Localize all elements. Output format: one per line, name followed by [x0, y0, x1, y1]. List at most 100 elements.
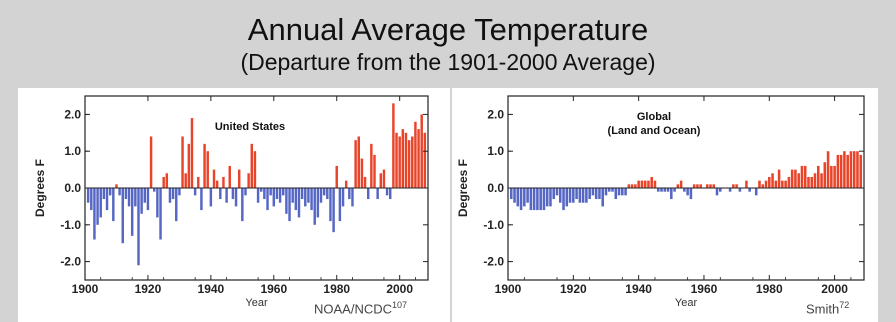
- global-bar-1985: [784, 180, 787, 188]
- global-bar-2005: [849, 151, 853, 188]
- us-bar-1950: [241, 188, 244, 222]
- us-bar-1921: [149, 136, 153, 188]
- us-bar-1975: [319, 188, 323, 203]
- global-bar-1999: [830, 165, 833, 188]
- us-bar-1968: [297, 188, 301, 218]
- global-bar-1952: [676, 184, 680, 188]
- global-source-credit: Smith72: [806, 300, 849, 316]
- global-bar-1938: [630, 184, 634, 188]
- us-bar-1982: [341, 188, 345, 207]
- us-bar-1947: [231, 188, 235, 200]
- us-bar-1990: [366, 188, 370, 200]
- us-bar-1904: [96, 188, 99, 225]
- global-x-tick-label: 1920: [560, 282, 587, 296]
- us-x-tick-label: 1960: [260, 282, 287, 296]
- us-bar-1983: [344, 180, 348, 188]
- us-x-tick-label: 1920: [135, 282, 162, 296]
- global-bar-1921: [575, 188, 578, 200]
- global-y-tick-label: 2.0: [487, 107, 504, 121]
- global-credit-text: Smith: [806, 301, 840, 317]
- us-bar-1978: [329, 188, 332, 222]
- us-bar-1909: [112, 188, 115, 222]
- us-chart: 2.0 1.0 0.0 -1.0 -2.0 1900 1920 1940 1960 1980 200…: [33, 95, 429, 309]
- global-bar-1961: [705, 184, 709, 188]
- us-credit-text: NOAA/NCDC: [314, 301, 393, 317]
- us-bar-1940: [209, 188, 213, 207]
- global-bar-1970: [735, 184, 738, 188]
- us-bar-1924: [159, 188, 162, 240]
- us-bar-1979: [332, 188, 335, 233]
- global-bar-1911: [542, 188, 546, 211]
- us-bar-1970: [304, 188, 307, 207]
- us-bar-1910: [115, 184, 118, 188]
- global-bar-2001: [836, 154, 840, 188]
- us-bar-2004: [411, 136, 414, 188]
- global-bar-1941: [640, 180, 644, 188]
- us-bar-1966: [291, 188, 294, 203]
- global-bar-1947: [660, 188, 663, 192]
- us-bar-1943: [219, 188, 222, 200]
- us-bar-1957: [263, 188, 266, 200]
- global-credit-ref: 72: [839, 300, 850, 310]
- global-bar-1920: [572, 188, 575, 203]
- us-bar-1992: [373, 154, 376, 188]
- global-bar-1927: [594, 188, 598, 200]
- us-bar-1998: [392, 103, 395, 188]
- us-bar-1961: [275, 188, 279, 200]
- us-chart-title: United States: [215, 121, 285, 133]
- us-y-tick-label: 2.0: [64, 107, 81, 121]
- us-bar-1942: [215, 180, 219, 188]
- us-bar-1916: [134, 188, 137, 207]
- us-bar-1936: [197, 176, 200, 188]
- global-bar-1939: [634, 184, 637, 188]
- us-x-axis-label: Year: [245, 297, 268, 309]
- global-bar-1932: [611, 188, 614, 192]
- global-bar-1954: [683, 188, 686, 192]
- us-credit-ref: 107: [392, 300, 408, 310]
- global-x-tick-label: 1900: [495, 282, 522, 296]
- us-bar-1928: [171, 188, 175, 200]
- global-bar-1956: [689, 188, 693, 200]
- us-bar-1964: [285, 188, 288, 214]
- global-x-tick-label: 1960: [691, 282, 718, 296]
- us-bar-1956: [259, 188, 263, 192]
- slide-subtitle: (Departure from the 1901-2000 Average): [240, 49, 656, 75]
- global-bar-1984: [781, 180, 784, 188]
- global-bar-1943: [647, 180, 650, 188]
- us-bar-1905: [99, 188, 102, 218]
- us-y-tick-label: 0.0: [64, 181, 81, 195]
- us-bar-1985: [351, 188, 354, 207]
- global-bar-1934: [617, 188, 621, 196]
- us-bar-1906: [102, 188, 106, 200]
- global-bar-1997: [823, 162, 827, 188]
- us-bar-1944: [222, 176, 225, 188]
- us-bar-1971: [307, 188, 310, 203]
- global-chart-panel: 2.0 1.0 0.0 -1.0 -2.0 1900 1920 1940 1960 1980 200…: [452, 88, 878, 322]
- us-bar-1989: [363, 176, 367, 188]
- global-bar-1950: [670, 188, 673, 200]
- slide-title: Annual Average Temperature: [247, 12, 649, 47]
- us-bar-1929: [175, 188, 178, 222]
- us-bar-1912: [121, 188, 124, 244]
- global-bar-1917: [562, 188, 565, 211]
- global-bar-1902: [513, 188, 516, 203]
- us-bar-1987: [357, 136, 360, 188]
- global-bar-1982: [774, 180, 778, 188]
- us-bar-1977: [326, 188, 329, 200]
- us-bar-1967: [294, 188, 298, 211]
- us-bar-1923: [156, 188, 159, 218]
- us-bar-1948: [234, 188, 238, 207]
- us-bar-1914: [127, 188, 131, 207]
- global-bar-1901: [509, 188, 513, 200]
- us-bar-1986: [354, 140, 357, 188]
- global-bar-1923: [581, 188, 585, 203]
- global-bar-1953: [679, 180, 683, 188]
- us-bar-1993: [376, 188, 379, 200]
- global-bar-1922: [578, 188, 582, 203]
- us-bar-1963: [282, 188, 285, 196]
- global-bar-1994: [813, 173, 817, 188]
- global-bar-1929: [601, 188, 604, 207]
- global-x-tick-label: 2000: [821, 282, 848, 296]
- us-bar-1937: [200, 188, 203, 211]
- us-bar-1972: [310, 188, 313, 211]
